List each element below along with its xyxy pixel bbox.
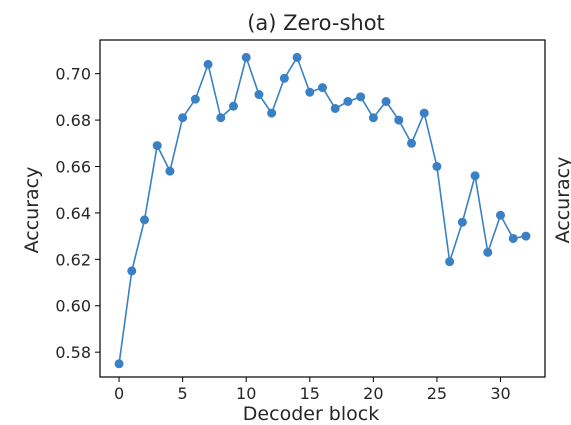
data-point <box>267 108 277 118</box>
data-point <box>140 215 149 225</box>
data-point <box>152 141 162 151</box>
data-point <box>178 113 188 123</box>
data-point <box>114 359 124 369</box>
data-point <box>445 257 455 267</box>
data-point <box>305 87 315 97</box>
chart-title: (a) Zero-shot <box>247 11 385 35</box>
data-point <box>127 266 137 276</box>
y-tick-label: 0.62 <box>55 250 91 269</box>
data-point <box>241 52 251 62</box>
axis-ticks: 0 5 10 15 20 25 30 0.58 0.60 0.62 0.64 0.66 0.68 0.70 <box>55 65 510 403</box>
x-tick-label: 30 <box>490 384 510 403</box>
x-tick-label: 10 <box>236 384 256 403</box>
data-point <box>356 92 366 102</box>
data-point <box>216 113 226 123</box>
plot-area-frame <box>99 39 546 378</box>
x-tick-label: 5 <box>178 384 188 403</box>
y-axis-label: Accuracy <box>21 167 43 254</box>
y-tick-label: 0.64 <box>55 204 91 223</box>
y-tick-label: 0.70 <box>55 65 91 84</box>
data-point <box>330 103 340 113</box>
data-point <box>508 233 518 243</box>
data-point <box>368 113 378 123</box>
data-point <box>407 138 416 148</box>
x-axis-label: Decoder block <box>243 403 379 425</box>
data-point <box>318 83 327 93</box>
data-point <box>419 108 429 118</box>
y-tick-label: 0.66 <box>55 157 91 176</box>
data-point <box>394 115 404 125</box>
x-tick-label: 25 <box>427 384 447 403</box>
data-point <box>254 90 264 100</box>
data-point <box>229 101 238 111</box>
series-line <box>118 54 527 364</box>
data-point <box>521 231 531 241</box>
data-point <box>165 166 175 176</box>
data-point <box>190 94 200 104</box>
data-point <box>203 59 213 69</box>
y-tick-label: 0.68 <box>55 111 91 130</box>
data-point <box>279 73 289 83</box>
right-y-axis-label: Accuracy <box>552 157 571 244</box>
x-tick-label: 15 <box>300 384 320 403</box>
data-point <box>483 247 493 257</box>
data-point <box>343 97 353 107</box>
y-tick-label: 0.58 <box>55 343 91 362</box>
data-point <box>457 217 467 227</box>
data-point <box>470 171 480 181</box>
data-point <box>432 161 442 171</box>
data-point <box>496 210 505 220</box>
y-tick-label: 0.60 <box>55 297 91 316</box>
x-tick-label: 20 <box>363 384 383 403</box>
x-tick-label: 0 <box>114 384 124 403</box>
series-layer <box>114 52 531 369</box>
data-point <box>381 97 391 107</box>
data-point <box>292 52 302 62</box>
